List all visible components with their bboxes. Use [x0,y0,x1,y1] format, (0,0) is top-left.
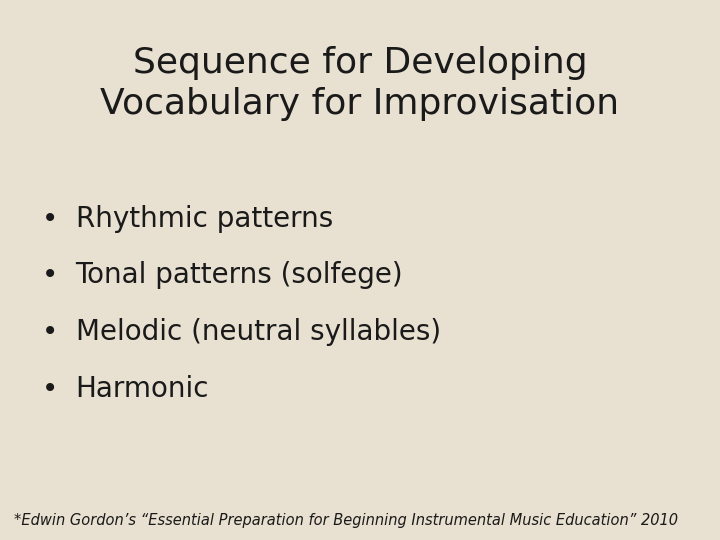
Text: *Edwin Gordon’s “Essential Preparation for Beginning Instrumental Music Educatio: *Edwin Gordon’s “Essential Preparation f… [14,513,678,528]
Text: Harmonic: Harmonic [76,375,209,403]
Text: Rhythmic patterns: Rhythmic patterns [76,205,333,233]
Text: •: • [42,261,58,289]
Text: •: • [42,205,58,233]
Text: •: • [42,375,58,403]
Text: Melodic (neutral syllables): Melodic (neutral syllables) [76,318,441,346]
Text: •: • [42,318,58,346]
Text: Tonal patterns (solfege): Tonal patterns (solfege) [76,261,403,289]
Text: Sequence for Developing
Vocabulary for Improvisation: Sequence for Developing Vocabulary for I… [100,46,620,121]
